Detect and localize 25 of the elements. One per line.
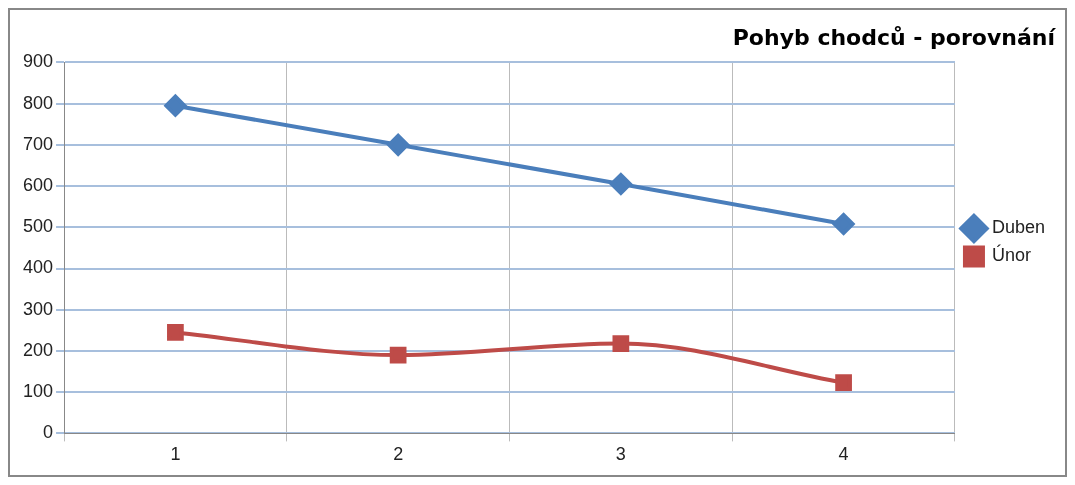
point: [832, 212, 855, 235]
y-tick-label: 300: [22, 298, 54, 319]
point: [612, 335, 630, 352]
x-tick-label: 1: [170, 444, 181, 465]
x-tick-label: 2: [393, 444, 404, 465]
y-tick-label: 200: [22, 339, 54, 360]
y-tick-label: 900: [22, 51, 54, 72]
y-tick-label: 500: [22, 216, 54, 237]
point: [609, 173, 632, 196]
legend-label: Únor: [991, 244, 1031, 266]
point: [164, 94, 187, 117]
y-tick-label: 0: [43, 422, 54, 443]
point: [835, 374, 852, 392]
point: [389, 346, 407, 364]
x-tick-label: 3: [615, 444, 626, 465]
y-tick-label: 700: [22, 133, 54, 154]
legend-label: Duben: [991, 217, 1045, 238]
point: [167, 324, 184, 341]
chart-title: Pohyb chodců - porovnání: [732, 24, 1057, 50]
y-tick-label: 600: [22, 175, 54, 196]
y-tick-label: 400: [22, 257, 54, 278]
y-tick-label: 800: [22, 92, 54, 113]
x-tick-label: 4: [838, 444, 849, 465]
y-tick-label: 100: [22, 381, 54, 402]
point: [387, 133, 410, 156]
